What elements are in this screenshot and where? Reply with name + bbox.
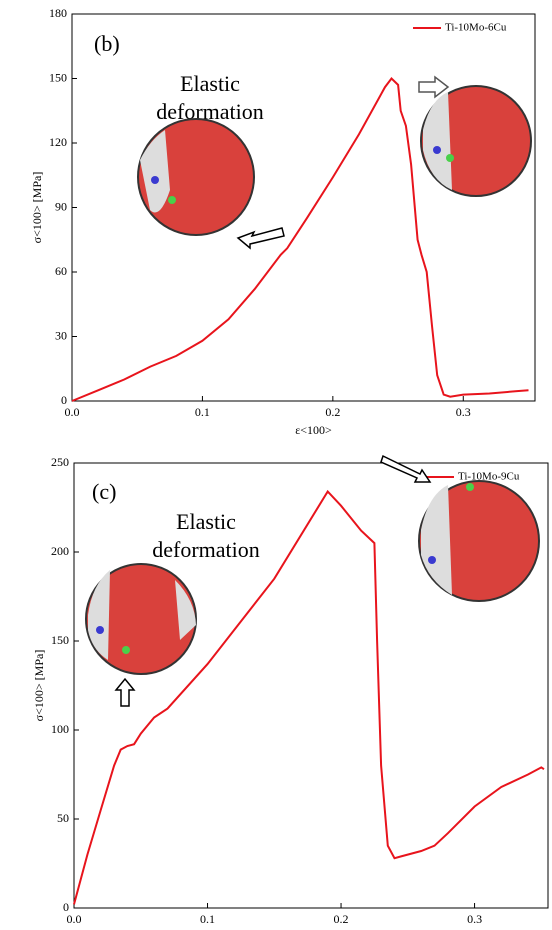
x-tick-label: 0.1: [195, 405, 210, 419]
atom: [466, 483, 474, 491]
y-axis-label: σ<100> [MPa]: [30, 172, 44, 244]
atom: [446, 154, 454, 162]
atom-region: [88, 570, 110, 660]
x-tick-label: 0.2: [334, 912, 349, 926]
atom: [433, 146, 441, 154]
arrow: [418, 75, 450, 99]
y-tick-label: 100: [51, 722, 69, 736]
y-tick-label: 250: [51, 455, 69, 469]
atom-region: [421, 485, 452, 595]
annotation: Elastic: [176, 509, 236, 534]
atom: [151, 176, 159, 184]
atom-region: [423, 92, 452, 190]
y-tick-label: 50: [57, 811, 69, 825]
atom-snapshot: [137, 118, 255, 236]
x-tick-label: 0.1: [200, 912, 215, 926]
x-tick-label: 0.3: [467, 912, 482, 926]
y-tick-label: 150: [51, 633, 69, 647]
y-tick-label: 150: [49, 70, 67, 84]
y-tick-label: 200: [51, 544, 69, 558]
chart-panel: 0.00.10.20.3050100150200250ε<100>σ<100> …: [32, 455, 549, 930]
atom-region: [140, 130, 170, 213]
y-tick-label: 180: [49, 6, 67, 20]
y-tick-label: 90: [55, 199, 67, 213]
y-tick-label: 0: [63, 900, 69, 914]
snapshots: [85, 85, 540, 675]
data-line: [71, 76, 529, 402]
atom: [168, 196, 176, 204]
y-tick-label: 0: [61, 393, 67, 407]
atom-region: [175, 580, 196, 640]
y-tick-label: 30: [55, 328, 67, 342]
arrows: [114, 75, 450, 707]
panel-label: (b): [94, 31, 120, 56]
atom: [428, 556, 436, 564]
data-line: [73, 489, 545, 905]
annotation: Elastic: [180, 71, 240, 96]
arrow: [380, 454, 432, 483]
atom: [96, 626, 104, 634]
plot-frame: [71, 13, 536, 402]
x-tick-label: 0.0: [65, 405, 80, 419]
atom: [122, 646, 130, 654]
annotation: deformation: [152, 537, 260, 562]
y-tick-label: 60: [55, 264, 67, 278]
x-tick-label: 0.3: [456, 405, 471, 419]
x-tick-label: 0.0: [67, 912, 82, 926]
panel-label: (c): [92, 479, 116, 504]
arrow: [114, 677, 136, 707]
legend-label: Ti-10Mo-9Cu: [458, 471, 520, 483]
x-axis-label: ε<100>: [295, 423, 332, 437]
legend-label: Ti-10Mo-6Cu: [445, 22, 507, 34]
plot-frame: [73, 462, 549, 909]
x-tick-label: 0.2: [325, 405, 340, 419]
chart-panel: 0.0 0.1 0.2 0.3 0 30 60 90 120 150 180 ε<100> σ<100>…: [30, 6, 536, 437]
atom-snapshot: [85, 563, 197, 675]
y-axis-label: σ<100> [MPa]: [32, 650, 46, 722]
y-tick-label: 120: [49, 135, 67, 149]
arrow: [236, 227, 285, 250]
